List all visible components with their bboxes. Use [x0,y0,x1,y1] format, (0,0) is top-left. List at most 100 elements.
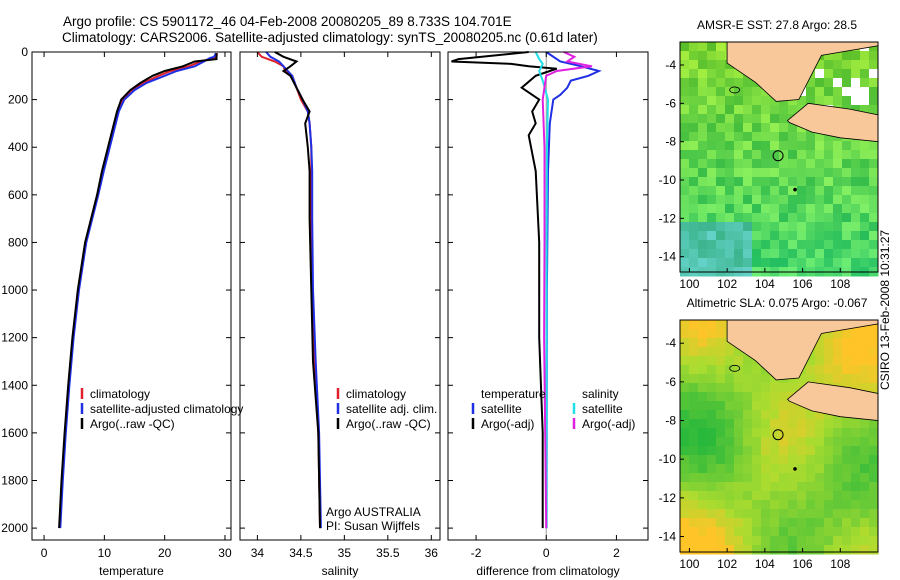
map-cell [788,186,798,196]
sla-map-xtick-label: 106 [793,557,813,571]
map-cell [851,87,861,97]
map-cell [698,204,708,214]
map-cell [725,545,735,555]
map-cell [851,455,861,465]
map-cell [815,473,825,483]
map-cell [752,195,762,205]
depth-tick-label: 400 [8,140,28,154]
map-cell [860,249,870,259]
map-cell [860,204,870,214]
map-cell [761,249,771,259]
map-cell [842,231,852,241]
map-cell [770,545,780,555]
map-cell [761,213,771,223]
map-cell [815,527,825,537]
map-cell [743,105,753,115]
map-cell [851,491,861,501]
map-cell [761,168,771,178]
map-cell [806,132,816,142]
map-cell [689,401,699,411]
map-cell [824,464,834,474]
map-cell [779,527,789,537]
map-cell [860,527,870,537]
map-cell [824,356,834,366]
map-cell [860,464,870,474]
map-cell [860,329,870,339]
map-cell [869,329,879,339]
map-cell [716,356,726,366]
map-cell [770,213,780,223]
map-cell [770,258,780,268]
map-cell [716,105,726,115]
map-cell [779,545,789,555]
map-cell [752,392,762,402]
map-cell [752,141,762,151]
map-cell [851,240,861,250]
map-cell [752,150,762,160]
map-cell [716,150,726,160]
map-cell [860,168,870,178]
salinity-annotation: Argo AUSTRALIA [326,505,421,519]
map-cell [707,500,717,510]
map-cell [743,437,753,447]
map-cell [860,455,870,465]
map-cell [698,258,708,268]
map-cell [851,365,861,375]
map-cell [824,168,834,178]
map-cell [752,509,762,519]
map-cell [797,258,807,268]
map-cell [716,177,726,187]
map-cell [716,437,726,447]
map-cell [743,464,753,474]
map-cell [689,446,699,456]
map-cell [851,141,861,151]
map-cell [860,78,870,88]
map-cell [716,500,726,510]
salinity-legend-label: Argo(..raw -QC) [346,417,431,431]
map-cell [743,545,753,555]
map-cell [842,518,852,528]
map-cell [698,132,708,142]
map-cell [725,240,735,250]
map-cell [788,204,798,214]
map-cell [842,356,852,366]
map-cell [743,410,753,420]
map-cell [689,258,699,268]
map-cell [842,159,852,169]
map-cell [842,428,852,438]
map-cell [797,150,807,160]
map-cell [680,482,690,492]
map-cell [824,527,834,537]
map-cell [869,455,879,465]
map-cell [734,96,744,106]
map-cell [707,204,717,214]
map-cell [815,195,825,205]
map-cell [770,428,780,438]
map-cell [752,213,762,223]
map-cell [842,150,852,160]
map-cell [869,87,879,97]
map-cell [860,419,870,429]
map-cell [734,347,744,357]
map-cell [752,249,762,259]
map-cell [725,428,735,438]
map-cell [779,249,789,259]
map-cell [851,249,861,259]
map-cell [680,428,690,438]
map-cell [680,105,690,115]
salinity-xtick-label: 35 [338,546,352,560]
map-cell [770,383,780,393]
map-cell [716,213,726,223]
map-cell [770,464,780,474]
map-cell [761,204,771,214]
map-cell [842,240,852,250]
map-cell [851,213,861,223]
temperature-xtick-label: 10 [98,546,112,560]
map-cell [698,464,708,474]
map-cell [851,168,861,178]
depth-tick-label: 2000 [1,521,28,535]
map-cell [797,509,807,519]
map-cell [761,105,771,115]
map-cell [716,132,726,142]
map-cell [734,123,744,133]
